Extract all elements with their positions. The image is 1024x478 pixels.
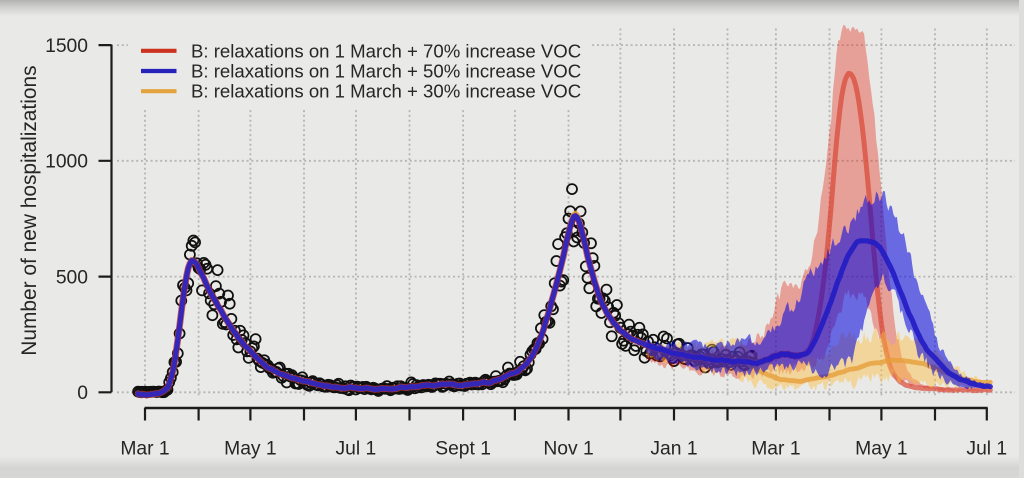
svg-text:1000: 1000	[45, 152, 88, 173]
svg-text:B: relaxations on 1 March + 30: B: relaxations on 1 March + 30% increase…	[191, 81, 581, 102]
svg-text:B: relaxations on 1 March + 50: B: relaxations on 1 March + 50% increase…	[191, 61, 581, 82]
svg-text:1500: 1500	[45, 36, 88, 57]
svg-text:Jan 1: Jan 1	[650, 439, 697, 460]
svg-text:Sept 1: Sept 1	[435, 439, 491, 460]
svg-text:Jul 1: Jul 1	[336, 439, 377, 460]
svg-text:May 1: May 1	[855, 439, 908, 460]
svg-text:Mar 1: Mar 1	[120, 439, 169, 460]
svg-text:Mar 1: Mar 1	[751, 439, 800, 460]
svg-text:Number of new hospitalizations: Number of new hospitalizations	[18, 65, 41, 355]
svg-text:May 1: May 1	[224, 439, 277, 460]
svg-text:Jul 1: Jul 1	[966, 439, 1007, 460]
svg-text:Nov 1: Nov 1	[543, 439, 593, 460]
svg-text:500: 500	[56, 267, 88, 288]
svg-text:0: 0	[77, 383, 88, 404]
svg-text:B: relaxations on 1 March + 70: B: relaxations on 1 March + 70% increase…	[191, 40, 581, 61]
